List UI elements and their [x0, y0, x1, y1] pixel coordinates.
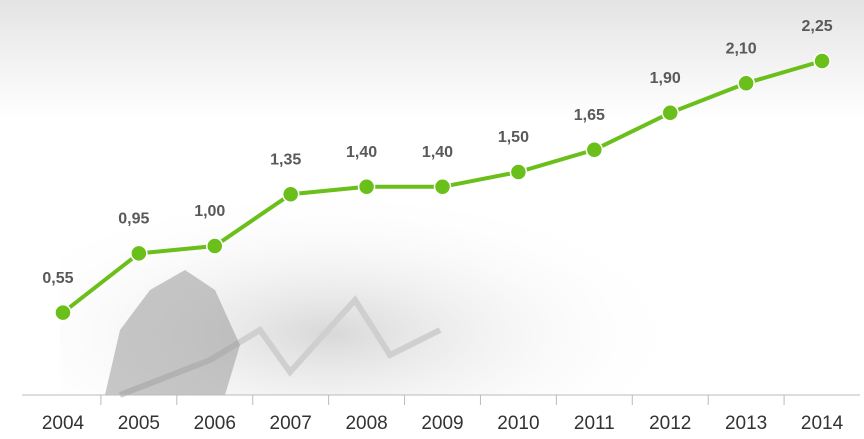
value-label: 1,65 — [574, 107, 605, 124]
x-tick-label: 2004 — [42, 413, 85, 434]
data-point — [509, 163, 528, 181]
data-point — [661, 104, 679, 122]
value-label: 1,40 — [346, 144, 377, 161]
value-label: 1,90 — [650, 70, 681, 87]
value-label: 1,00 — [194, 203, 225, 220]
x-tick-label: 2009 — [421, 413, 463, 434]
value-label: 1,50 — [498, 129, 529, 146]
value-label: 0,55 — [42, 270, 73, 287]
value-label: 2,10 — [726, 40, 757, 57]
data-point — [206, 237, 224, 255]
data-point — [281, 185, 300, 203]
data-point — [357, 178, 376, 196]
x-tick-label: 2005 — [118, 413, 160, 434]
value-label: 0,95 — [118, 211, 149, 228]
x-tick-label: 2007 — [270, 413, 312, 434]
value-label: 1,35 — [270, 151, 301, 168]
data-point — [813, 52, 831, 70]
x-tick-label: 2008 — [345, 413, 387, 434]
value-label: 1,40 — [422, 144, 453, 161]
data-point — [54, 303, 72, 322]
x-tick-label: 2014 — [801, 413, 844, 434]
value-label: 2,25 — [801, 18, 832, 35]
data-point — [130, 244, 148, 263]
x-tick-label: 2010 — [497, 413, 539, 434]
x-tick-label: 2006 — [194, 413, 236, 434]
decorative-bull — [105, 270, 240, 395]
background-top — [0, 0, 864, 120]
data-point — [737, 74, 755, 92]
x-tick-label: 2013 — [725, 413, 767, 434]
x-tick-label: 2011 — [574, 413, 615, 434]
data-point — [433, 178, 452, 196]
x-tick-label: 2012 — [649, 413, 691, 434]
data-point — [585, 141, 604, 159]
